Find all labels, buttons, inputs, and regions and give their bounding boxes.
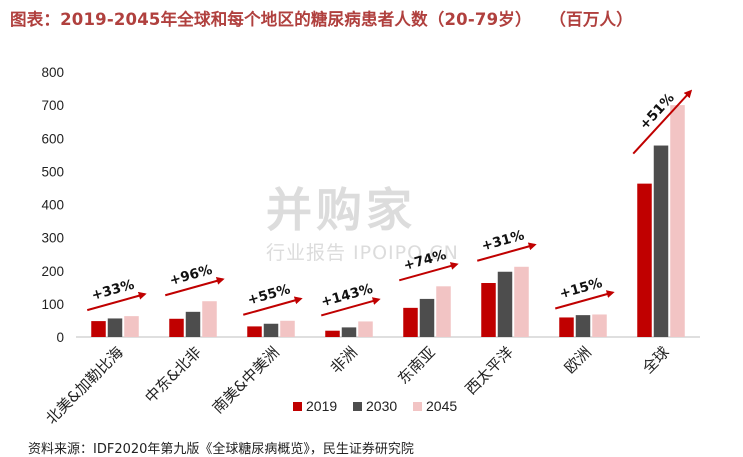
x-category-label: 中东&北非 — [141, 343, 204, 406]
source-note: 资料来源：IDF2020年第九版《全球糖尿病概览》，民生证券研究院 — [28, 442, 414, 457]
bar-2019 — [637, 183, 652, 337]
y-tick-label: 0 — [56, 330, 64, 345]
x-category-label: 南美&中美洲 — [209, 343, 283, 417]
bar-2045 — [202, 301, 217, 337]
y-tick-label: 100 — [41, 297, 64, 312]
growth-label: +33% — [90, 277, 137, 304]
title-text: 图表：2019-2045年全球和每个地区的糖尿病患者人数（20-79岁） — [10, 10, 532, 29]
legend-swatch-2030 — [353, 402, 362, 411]
legend-label-2019: 2019 — [306, 398, 337, 414]
growth-arrow — [320, 297, 381, 317]
bar-2019 — [247, 326, 262, 337]
bar-2045 — [436, 286, 451, 337]
bar-2019 — [481, 283, 496, 337]
bar-2045 — [592, 314, 607, 337]
bar-2030 — [341, 327, 357, 337]
x-category-label: 欧洲 — [561, 343, 595, 377]
y-tick-label: 700 — [41, 98, 64, 113]
growth-label: +96% — [168, 262, 215, 289]
bar-2030 — [185, 311, 201, 337]
growth-arrow — [632, 89, 693, 155]
bar-2045 — [280, 320, 295, 337]
bar-2030 — [497, 271, 513, 337]
bar-2045 — [514, 266, 529, 337]
y-tick-label: 400 — [41, 198, 64, 213]
bar-2030 — [419, 298, 435, 337]
legend-label-2045: 2045 — [426, 398, 457, 414]
growth-label: +143% — [319, 281, 375, 311]
bar-2030 — [107, 318, 123, 337]
x-category-label: 西太平洋 — [462, 343, 517, 398]
legend-swatch-2045 — [413, 402, 422, 411]
bar-2045 — [670, 105, 685, 337]
bar-2045 — [124, 316, 139, 337]
bar-2030 — [653, 145, 669, 337]
bar-2019 — [169, 318, 184, 337]
growth-label: +55% — [246, 281, 293, 308]
chart-title: 图表：2019-2045年全球和每个地区的糖尿病患者人数（20-79岁） （百万人… — [10, 6, 633, 30]
growth-arrow — [242, 296, 303, 316]
x-category-label: 东南亚 — [394, 343, 439, 388]
x-category-label: 全球 — [639, 343, 673, 377]
bar-2045 — [358, 321, 373, 337]
bar-2019 — [403, 307, 418, 337]
y-tick-label: 200 — [41, 264, 64, 279]
growth-label: +15% — [558, 275, 605, 302]
bar-2019 — [559, 317, 574, 337]
bar-2030 — [575, 315, 591, 337]
bar-2030 — [263, 323, 279, 337]
growth-arrow — [398, 262, 459, 282]
x-category-label: 北美&加勒比海 — [42, 343, 127, 428]
y-tick-label: 500 — [41, 164, 64, 179]
x-category-label: 非洲 — [327, 343, 361, 377]
y-tick-label: 800 — [41, 65, 64, 80]
growth-label: +74% — [402, 247, 449, 274]
legend-swatch-2019 — [293, 402, 302, 411]
y-tick-label: 600 — [41, 131, 64, 146]
legend-label-2030: 2030 — [366, 398, 397, 414]
unit-label: （百万人） — [557, 10, 633, 29]
bar-2019 — [325, 330, 340, 337]
growth-arrow — [164, 276, 225, 297]
y-tick-label: 300 — [41, 231, 64, 246]
growth-arrow — [86, 291, 147, 312]
growth-label: +31% — [480, 227, 527, 254]
growth-arrow — [554, 290, 615, 310]
growth-arrow — [476, 242, 537, 262]
bar-2019 — [91, 321, 106, 337]
